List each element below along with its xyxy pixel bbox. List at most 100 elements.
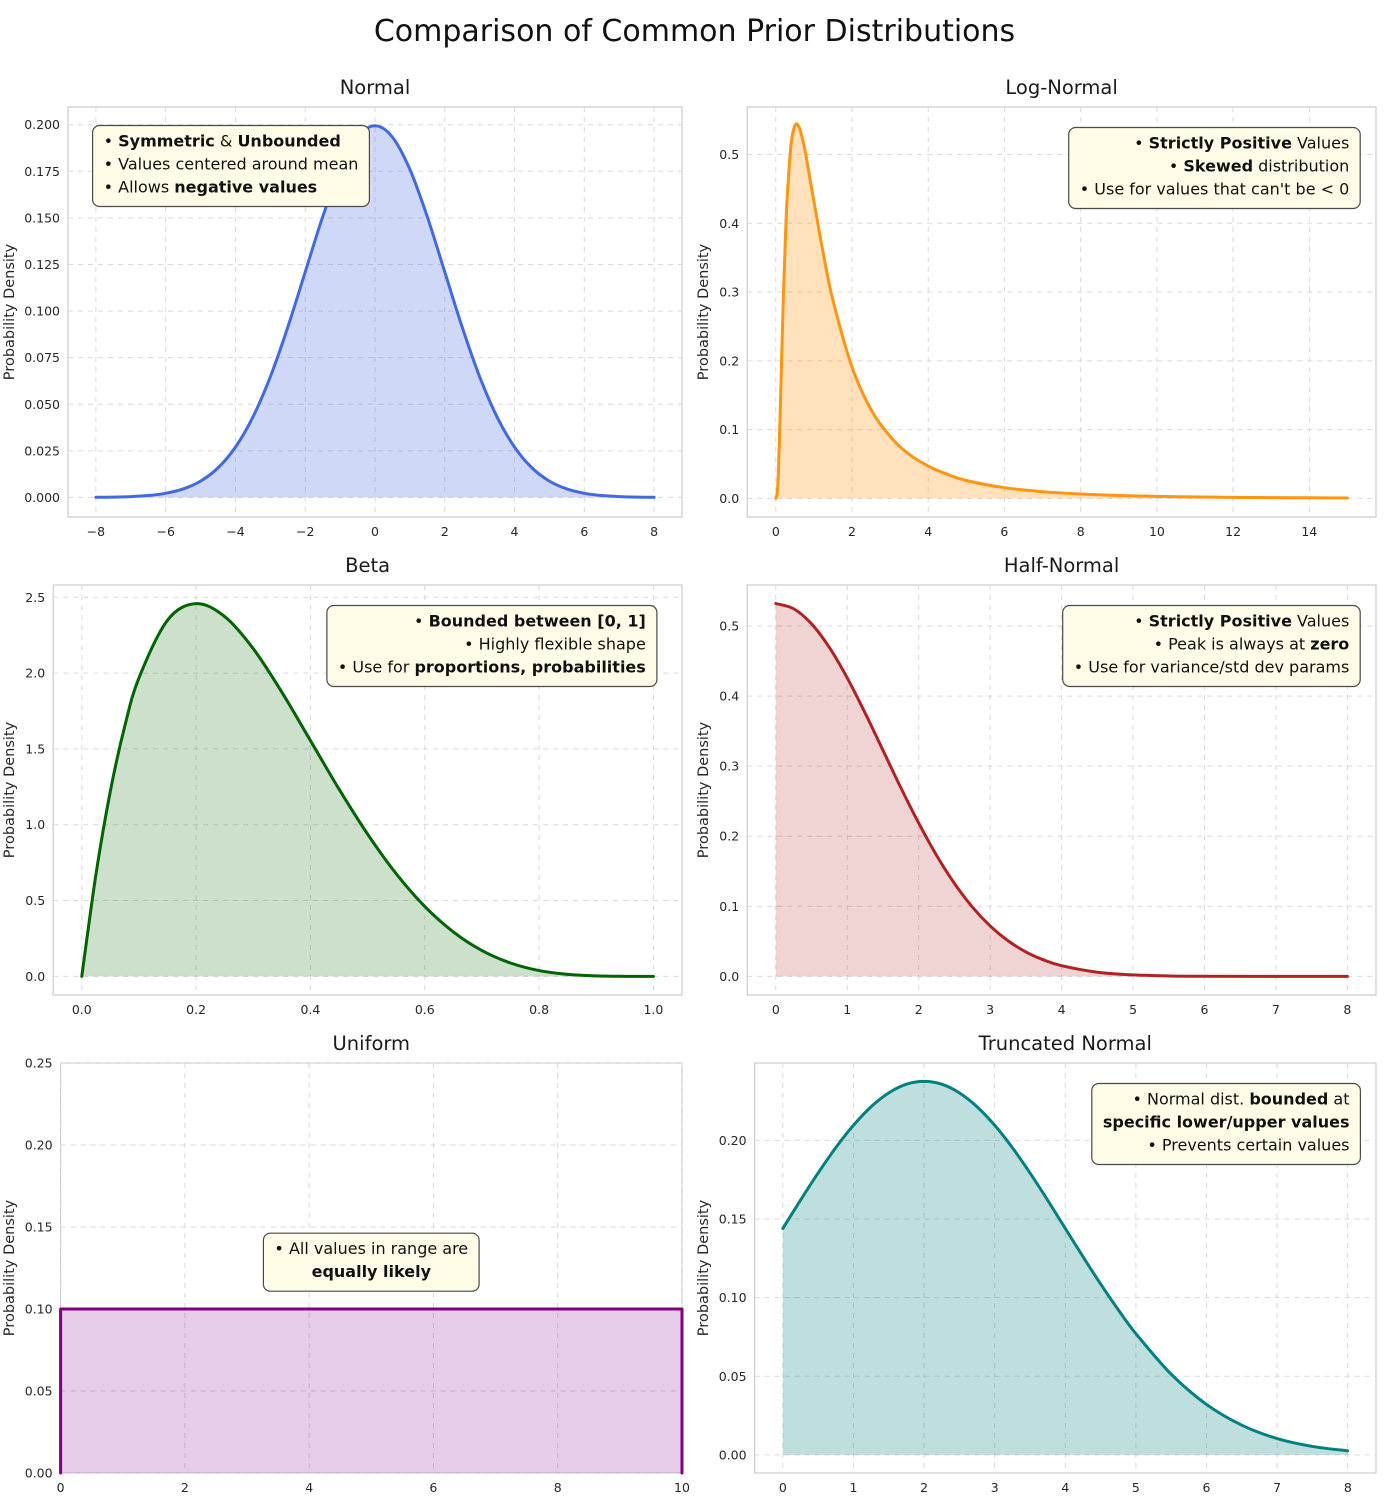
x-tick-label: 4 [305,1480,313,1495]
x-tick-label: 0.4 [300,1002,320,1017]
y-tick-label: 0.4 [719,689,739,704]
annotation-line: • Values centered around mean [103,155,358,174]
lognormal-tick-labels: 0 2 4 6 8 10 12 14 0.0 0.1 0.2 0.3 0.4 0.5 [719,147,1317,539]
x-tick-label: −8 [86,524,104,539]
x-tick-label: 6 [1200,1002,1208,1017]
uniform-tick-labels: 0 2 4 6 8 10 0.00 0.05 0.10 0.15 0.20 0.25 [24,1056,689,1496]
y-tick-label: 0.1 [719,899,739,914]
y-tick-label: 0.00 [718,1447,746,1462]
x-tick-label: 6 [429,1480,437,1495]
annotation-line: • Symmetric & Unbounded [103,132,340,151]
y-tick-label: 0.25 [24,1056,52,1071]
y-tick-label: 0.150 [24,210,60,225]
annotation-box [262,1232,480,1292]
annotation-box [325,604,657,688]
normal-ylabel: Probability Density [2,243,18,380]
y-tick-label: 0.100 [24,304,60,319]
y-tick-label: 0.000 [24,490,60,505]
annotation-line: • Prevents certain values [1147,1136,1349,1155]
y-tick-label: 0.0 [719,969,739,984]
annotation-line: • Strictly Positive Values [1134,134,1349,153]
x-tick-label: 0 [771,524,779,539]
y-tick-label: 1.5 [25,741,45,756]
x-tick-label: 2 [914,1002,922,1017]
x-tick-label: −4 [226,524,244,539]
x-tick-label: 0.6 [414,1002,434,1017]
y-tick-label: 0.2 [719,829,739,844]
x-tick-label: 3 [990,1480,998,1495]
beta-svg: 0.0 0.2 0.4 0.6 0.8 1.0 0.0 0.5 1.0 1.5 2.0 2.5 Beta… [2,554,683,1017]
halfnormal-curve [773,602,1349,978]
uniform-title: Uniform [332,1032,410,1055]
truncnorm-gridlines [754,1063,1376,1473]
y-tick-label: 0.3 [719,759,739,774]
lognormal-title: Log-Normal [1005,76,1117,99]
lognormal-curve [773,122,1349,500]
x-tick-label: 2 [180,1480,188,1495]
x-tick-label: 5 [1129,1002,1137,1017]
y-tick-label: 0.15 [718,1212,746,1227]
annotation-box [1061,604,1361,688]
x-tick-label: 0 [771,1002,779,1017]
normal-gridlines [67,107,682,517]
x-tick-label: 0 [56,1480,64,1495]
annotation-line: • Use for values that can't be < 0 [1079,180,1349,199]
x-tick-label: −6 [156,524,174,539]
beta-title: Beta [345,554,390,577]
x-tick-label: 2 [848,524,856,539]
uniform-ylabel: Probability Density [2,1199,18,1336]
x-tick-label: 8 [553,1480,561,1495]
y-tick-label: 0.3 [719,285,739,300]
uniform-area-fill [60,1309,682,1473]
annotation-line: • All values in range are [274,1239,468,1258]
y-tick-label: 0.10 [24,1302,52,1317]
halfnormal-svg: 0 1 2 3 4 5 6 7 8 0.0 0.1 0.2 0.3 0.4 0.5 Half-Normal Pr… [696,554,1377,1018]
halfnormal-ylabel: Probability Density [696,721,712,858]
x-tick-label: 4 [510,524,518,539]
uniform-annotation: • All values in range are equally likely [262,1232,480,1292]
annotation-line: • Normal dist. bounded at [1132,1090,1349,1109]
y-tick-label: 0.125 [24,257,60,272]
y-tick-label: 0.15 [24,1220,52,1235]
x-tick-label: 10 [1148,524,1164,539]
truncnorm-ylabel: Probability Density [696,1199,712,1336]
normal-annotation: • Symmetric & Unbounded • Values centered… [91,124,370,208]
x-tick-label: 8 [650,524,658,539]
x-tick-label: 8 [1076,524,1084,539]
y-tick-label: 0.200 [24,117,60,132]
x-tick-label: 0.2 [186,1002,206,1017]
halfnormal-annotation: • Strictly Positive Values • Peak is alwa… [1061,604,1361,688]
chart-halfnormal: 0 1 2 3 4 5 6 7 8 0.0 0.1 0.2 0.3 0.4 0.5 Half-Normal Pr… [695,548,1389,1026]
annotation-line: • Peak is always at zero [1153,635,1349,654]
y-tick-label: 0.1 [719,422,739,437]
x-tick-label: 3 [986,1002,994,1017]
beta-area-fill [81,603,653,977]
halfnormal-tick-labels: 0 1 2 3 4 5 6 7 8 0.0 0.1 0.2 0.3 0.4 0.5 [719,619,1351,1018]
chart-uniform: 0 2 4 6 8 10 0.00 0.05 0.10 0.15 0.20 0.25 Uniform Pr… [1,1026,695,1504]
annotation-line: • Allows negative values [103,178,317,197]
y-tick-label: 2.5 [25,590,45,605]
annotation-line: • Bounded between [0, 1] [414,612,646,631]
annotation-line: • Strictly Positive Values [1134,612,1349,631]
y-tick-label: 0.5 [719,619,739,634]
x-tick-label: 4 [924,524,932,539]
y-tick-label: 0.5 [719,147,739,162]
annotation-line: • Use for proportions, probabilities [337,658,645,677]
y-tick-label: 0.05 [718,1369,746,1384]
y-tick-label: 0.025 [24,443,60,458]
y-tick-label: 0.5 [25,893,45,908]
normal-curve [93,124,656,499]
x-tick-label: −2 [295,524,313,539]
x-tick-label: 4 [1061,1480,1069,1495]
lognormal-area-fill [775,123,1347,499]
x-tick-label: 1 [843,1002,851,1017]
y-tick-label: 0.0 [25,969,45,984]
figure-title: Comparison of Common Prior Distributions [373,14,1016,49]
x-tick-label: 12 [1225,524,1241,539]
uniform-curve [58,1307,683,1475]
lognormal-svg: 0 2 4 6 8 10 12 14 0.0 0.1 0.2 0.3 0.4 0.5 Log-Normal P… [696,76,1377,539]
normal-tick-labels: −8 −6 −4 −2 0 2 4 6 8 0.000 0.025 0.050 0.075 0.100 0.… [24,117,658,539]
y-tick-label: 0.05 [24,1384,52,1399]
chart-lognormal: 0 2 4 6 8 10 12 14 0.0 0.1 0.2 0.3 0.4 0.5 Log-Normal P… [695,70,1389,548]
